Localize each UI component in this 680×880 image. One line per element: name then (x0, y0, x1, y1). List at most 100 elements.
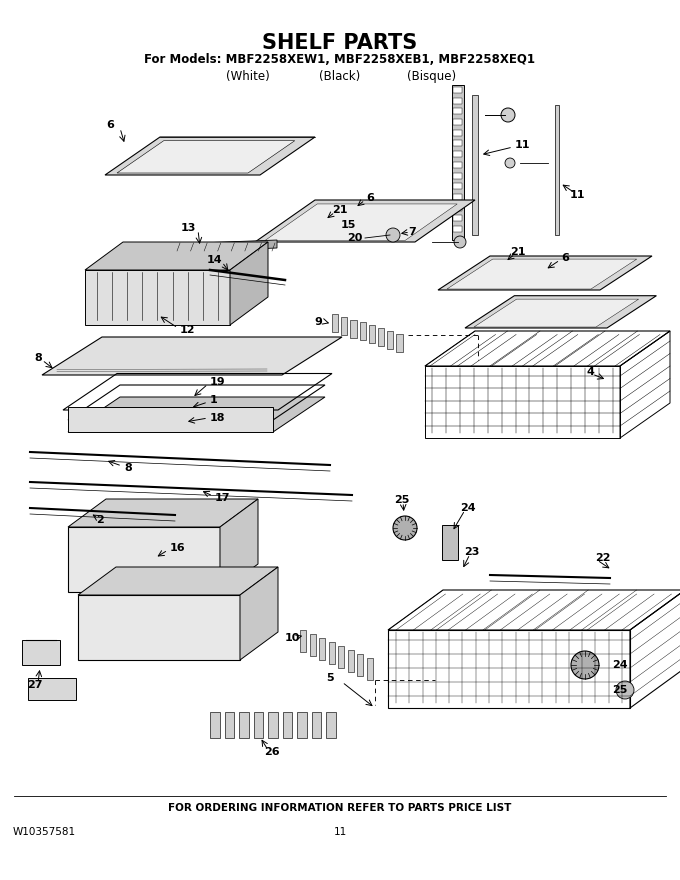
Text: (Bisque): (Bisque) (407, 70, 456, 83)
Bar (396, 334, 403, 352)
Polygon shape (68, 407, 273, 432)
Bar (360, 322, 366, 341)
Bar (454, 108, 462, 114)
Polygon shape (68, 527, 220, 592)
Text: 7: 7 (408, 227, 416, 237)
Polygon shape (300, 630, 306, 652)
Text: 9: 9 (314, 317, 322, 327)
Polygon shape (367, 658, 373, 680)
Polygon shape (68, 499, 258, 527)
Bar (454, 141, 462, 146)
Polygon shape (338, 646, 344, 668)
Text: 6: 6 (561, 253, 569, 263)
Text: 6: 6 (106, 120, 114, 130)
Text: 18: 18 (210, 413, 226, 423)
Bar (454, 162, 462, 168)
Circle shape (501, 108, 515, 122)
Bar (239, 712, 249, 738)
Text: 13: 13 (180, 223, 196, 233)
Polygon shape (117, 141, 294, 173)
Polygon shape (42, 337, 342, 375)
Bar (454, 205, 462, 210)
Text: 20: 20 (347, 233, 362, 243)
Circle shape (393, 516, 417, 540)
Text: 16: 16 (170, 543, 186, 553)
Bar (454, 87, 462, 93)
Polygon shape (309, 634, 316, 656)
Bar (350, 319, 356, 338)
Text: 17: 17 (215, 493, 231, 503)
Polygon shape (438, 256, 652, 290)
Bar (341, 317, 347, 334)
Text: 15: 15 (340, 220, 356, 230)
Polygon shape (447, 259, 636, 289)
Polygon shape (172, 240, 277, 252)
Text: 27: 27 (27, 680, 43, 690)
Text: For Models: MBF2258XEW1, MBF2258XEB1, MBF2258XEQ1: For Models: MBF2258XEW1, MBF2258XEB1, MB… (144, 53, 536, 66)
Bar (454, 129, 462, 136)
Polygon shape (357, 654, 363, 676)
Bar (311, 712, 322, 738)
Bar (22, 640, 60, 665)
Text: 1: 1 (210, 395, 218, 405)
Bar (454, 172, 462, 179)
Bar (297, 712, 307, 738)
Bar (282, 712, 292, 738)
Circle shape (454, 236, 466, 248)
Bar (454, 226, 462, 232)
Bar (454, 194, 462, 200)
Bar (326, 712, 336, 738)
Polygon shape (442, 525, 458, 560)
Bar (454, 216, 462, 221)
Text: 25: 25 (612, 685, 628, 695)
Polygon shape (240, 567, 278, 660)
Text: 26: 26 (265, 747, 279, 757)
Circle shape (386, 228, 400, 242)
Bar (387, 331, 394, 348)
Bar (268, 712, 278, 738)
Text: 2: 2 (96, 515, 104, 525)
Bar (224, 712, 235, 738)
Polygon shape (85, 242, 268, 270)
Polygon shape (328, 642, 335, 664)
Polygon shape (78, 595, 240, 660)
Text: 19: 19 (210, 377, 226, 387)
Polygon shape (85, 270, 230, 325)
Polygon shape (78, 567, 278, 595)
Text: 25: 25 (394, 495, 409, 505)
Polygon shape (68, 397, 325, 432)
Text: SHELF PARTS: SHELF PARTS (262, 33, 418, 54)
Polygon shape (319, 638, 325, 660)
Bar (454, 183, 462, 189)
Text: 11: 11 (570, 190, 585, 200)
Polygon shape (220, 499, 258, 592)
Bar (369, 326, 375, 343)
Text: 4: 4 (586, 367, 594, 377)
Polygon shape (105, 137, 315, 175)
Polygon shape (230, 242, 268, 325)
Text: FOR ORDERING INFORMATION REFER TO PARTS PRICE LIST: FOR ORDERING INFORMATION REFER TO PARTS … (169, 803, 511, 812)
Text: (Black): (Black) (320, 70, 360, 83)
Bar (332, 314, 338, 332)
Bar (454, 119, 462, 125)
Text: 24: 24 (460, 503, 476, 513)
Bar (454, 98, 462, 104)
Bar (452, 85, 464, 240)
Text: 8: 8 (124, 463, 132, 473)
Text: 21: 21 (510, 247, 526, 257)
Bar (254, 712, 263, 738)
Bar (454, 151, 462, 158)
Polygon shape (465, 296, 656, 328)
Text: 6: 6 (366, 193, 374, 203)
Circle shape (505, 158, 515, 168)
Polygon shape (265, 204, 457, 240)
Text: 21: 21 (333, 205, 347, 215)
Circle shape (616, 681, 634, 699)
Text: W10357581: W10357581 (12, 827, 75, 837)
Text: 12: 12 (180, 325, 196, 335)
Circle shape (571, 651, 599, 679)
Bar (28, 678, 76, 700)
Text: 8: 8 (34, 353, 42, 363)
Text: 11: 11 (515, 140, 530, 150)
Text: 11: 11 (333, 827, 347, 837)
